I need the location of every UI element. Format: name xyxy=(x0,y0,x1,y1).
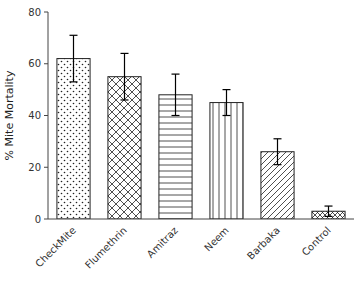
y-axis-label: % Mite Mortality xyxy=(3,70,16,160)
y-tick-label: 40 xyxy=(28,110,41,121)
y-tick xyxy=(44,167,48,168)
plot-area xyxy=(57,35,345,219)
error-bar xyxy=(121,53,129,100)
bar xyxy=(210,103,243,219)
error-bar xyxy=(223,90,231,116)
bar xyxy=(57,59,90,219)
error-bar xyxy=(274,139,282,165)
y-tick xyxy=(44,63,48,64)
error-bar xyxy=(70,35,78,82)
chart: 0 20 40 60 80 % Mite Mortality CheckMiteFlumet… xyxy=(0,0,364,281)
axes: 0 20 40 60 80 xyxy=(28,7,48,225)
y-tick-label: 0 xyxy=(35,214,41,225)
x-tick-label: CheckMite xyxy=(33,225,78,270)
x-tick-label: Neem xyxy=(202,225,231,254)
y-tick-label: 20 xyxy=(28,162,41,173)
x-tick-label: Control xyxy=(300,225,333,258)
y-tick xyxy=(44,219,48,220)
x-tick-label: Barbaka xyxy=(245,225,282,262)
error-bar xyxy=(325,206,333,216)
x-tick-label: Amitraz xyxy=(145,225,180,260)
error-bar xyxy=(172,74,180,115)
chart-container: 0 20 40 60 80 % Mite Mortality CheckMiteFlumet… xyxy=(0,0,364,281)
x-axis-line xyxy=(48,219,354,220)
y-tick xyxy=(44,115,48,116)
x-tick-label: Flumethrin xyxy=(83,225,129,271)
y-tick xyxy=(44,12,48,13)
y-axis-line xyxy=(48,12,49,219)
y-tick-label: 60 xyxy=(28,58,41,69)
y-tick-label: 80 xyxy=(28,7,41,18)
